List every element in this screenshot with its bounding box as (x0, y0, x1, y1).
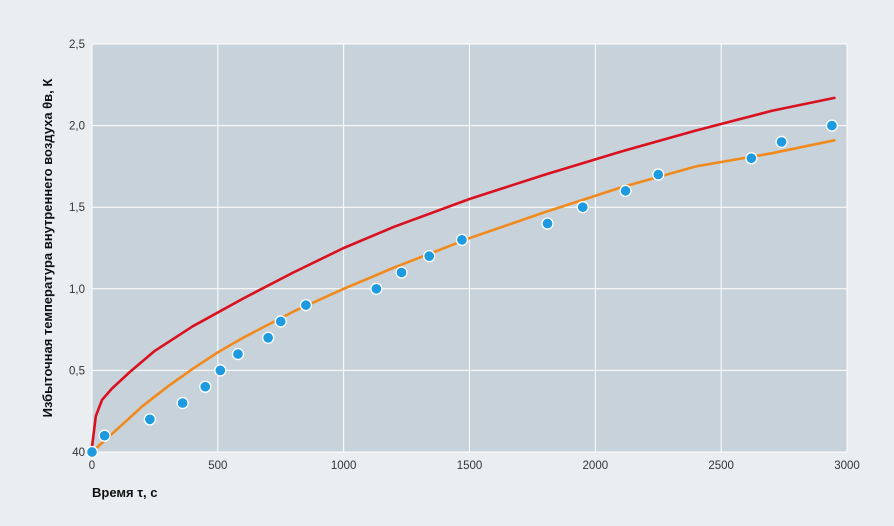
x-tick-label: 1500 (457, 460, 483, 472)
y-tick-label: 2,0 (69, 121, 85, 133)
x-tick-label: 2000 (583, 460, 609, 472)
data-point (745, 152, 758, 165)
data-point (370, 282, 383, 295)
x-tick-label: 2500 (708, 460, 734, 472)
x-tick-label: 500 (208, 460, 227, 472)
x-tick-label: 3000 (834, 460, 860, 472)
data-point (214, 364, 227, 377)
y-axis-title: Избыточная температура внутреннего возду… (40, 79, 55, 418)
data-point (98, 429, 111, 442)
data-point (262, 331, 275, 344)
data-point (274, 315, 287, 328)
y-tick-label: 0,5 (69, 365, 85, 377)
data-point (775, 135, 788, 149)
data-point (619, 184, 632, 198)
data-point (455, 233, 469, 246)
x-tick-label: 1000 (331, 460, 357, 472)
data-point (652, 168, 665, 181)
data-point (423, 250, 436, 263)
data-point (541, 217, 554, 230)
orange-line-series (90, 139, 836, 454)
red-line-series (90, 96, 836, 449)
series-layer (85, 96, 839, 459)
data-point (231, 347, 245, 361)
y-tick-label: 1,5 (69, 202, 85, 214)
data-point (143, 413, 157, 426)
data-point (825, 119, 839, 132)
y-tick-label: 2,5 (69, 39, 85, 51)
y-tick-label: 40 (72, 447, 85, 459)
data-point (576, 201, 589, 214)
x-axis-title: Время τ, с (92, 485, 157, 500)
data-point (395, 266, 408, 279)
x-tick-label: 0 (89, 460, 95, 472)
tick-labels: 0 500 1000 1500 2000 2500 3000 40 0,5 1,0 1,5 2,0 2,… (69, 39, 860, 472)
data-point (176, 396, 189, 410)
y-tick-label: 1,0 (69, 284, 85, 296)
data-point (299, 298, 313, 312)
data-point (85, 445, 99, 459)
data-point (199, 380, 212, 393)
